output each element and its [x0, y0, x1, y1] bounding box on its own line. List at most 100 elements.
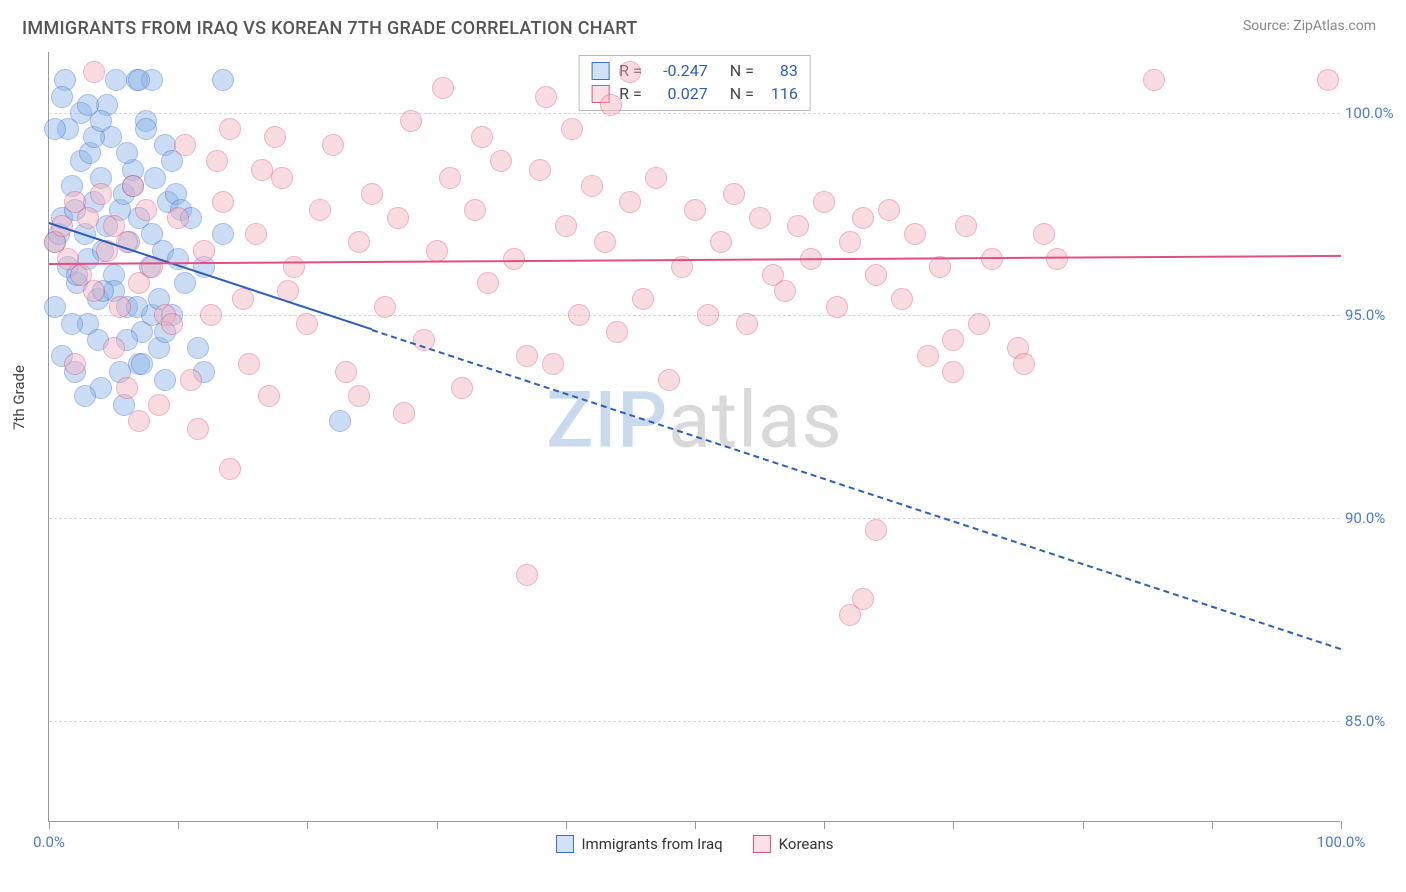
data-point [393, 402, 415, 424]
x-tick [49, 821, 50, 829]
data-point [193, 240, 215, 262]
data-point [839, 604, 861, 626]
data-point [296, 313, 318, 335]
data-point [942, 329, 964, 351]
data-point [245, 223, 267, 245]
data-point [774, 280, 796, 302]
data-point [917, 345, 939, 367]
data-point [206, 150, 228, 172]
gridline-h [49, 113, 1340, 114]
data-point [105, 69, 127, 91]
data-point [232, 288, 254, 310]
data-point [131, 353, 153, 375]
data-point [116, 377, 138, 399]
source-attribution: Source: ZipAtlas.com [1243, 18, 1376, 34]
legend-series-item: Immigrants from Iraq [555, 835, 722, 853]
data-point [1013, 353, 1035, 375]
data-point [309, 199, 331, 221]
data-point [187, 337, 209, 359]
data-point [568, 304, 590, 326]
data-point [451, 377, 473, 399]
data-point [77, 207, 99, 229]
data-point [128, 410, 150, 432]
data-point [749, 207, 771, 229]
data-point [968, 313, 990, 335]
data-point [167, 207, 189, 229]
y-tick-label: 95.0% [1345, 306, 1400, 324]
data-point [174, 272, 196, 294]
data-point [813, 191, 835, 213]
y-axis-label: 7th Grade [10, 365, 28, 430]
data-point [90, 183, 112, 205]
y-tick-label: 85.0% [1345, 712, 1400, 730]
data-point [51, 86, 73, 108]
data-point [64, 353, 86, 375]
x-tick [307, 821, 308, 829]
data-point [490, 150, 512, 172]
data-point [200, 304, 222, 326]
x-tick [695, 821, 696, 829]
data-point [632, 288, 654, 310]
data-point [348, 231, 370, 253]
watermark: ZIPatlas [546, 376, 843, 467]
data-point [432, 77, 454, 99]
data-point [283, 256, 305, 278]
data-point [736, 313, 758, 335]
data-point [516, 564, 538, 586]
data-point [219, 118, 241, 140]
data-point [555, 215, 577, 237]
legend-swatch [591, 62, 609, 80]
data-point [645, 167, 667, 189]
data-point [852, 207, 874, 229]
data-point [439, 167, 461, 189]
data-point [180, 369, 202, 391]
data-point [529, 159, 551, 181]
data-point [109, 296, 131, 318]
data-point [904, 223, 926, 245]
data-point [128, 69, 150, 91]
y-tick-label: 100.0% [1345, 104, 1400, 122]
data-point [561, 118, 583, 140]
gridline-h [49, 721, 1340, 722]
x-tick [953, 821, 954, 829]
data-point [955, 215, 977, 237]
data-point [1143, 69, 1165, 91]
data-point [238, 353, 260, 375]
data-point [516, 345, 538, 367]
x-tick [824, 821, 825, 829]
data-point [477, 272, 499, 294]
data-point [471, 126, 493, 148]
data-point [116, 142, 138, 164]
data-point [148, 394, 170, 416]
data-point [787, 215, 809, 237]
data-point [542, 353, 564, 375]
data-point [361, 183, 383, 205]
data-point [258, 385, 280, 407]
data-point [426, 240, 448, 262]
trend-line [49, 255, 1341, 265]
data-point [723, 183, 745, 205]
data-point [374, 296, 396, 318]
data-point [271, 167, 293, 189]
data-point [61, 313, 83, 335]
y-tick-label: 90.0% [1345, 509, 1400, 527]
legend-series-item: Koreans [753, 835, 834, 853]
x-tick [1083, 821, 1084, 829]
gridline-h [49, 518, 1340, 519]
data-point [212, 223, 234, 245]
x-tick-label: 0.0% [33, 833, 65, 851]
data-point [187, 418, 209, 440]
data-point [174, 134, 196, 156]
data-point [710, 231, 732, 253]
data-point [144, 167, 166, 189]
data-point [103, 337, 125, 359]
data-point [697, 304, 719, 326]
data-point [161, 313, 183, 335]
data-point [251, 159, 273, 181]
scatter-chart: ZIPatlas R = -0.247N = 83R = 0.027N = 11… [48, 52, 1340, 822]
gridline-h [49, 315, 1340, 316]
data-point [335, 361, 357, 383]
data-point [329, 410, 351, 432]
data-point [826, 296, 848, 318]
data-point [619, 191, 641, 213]
